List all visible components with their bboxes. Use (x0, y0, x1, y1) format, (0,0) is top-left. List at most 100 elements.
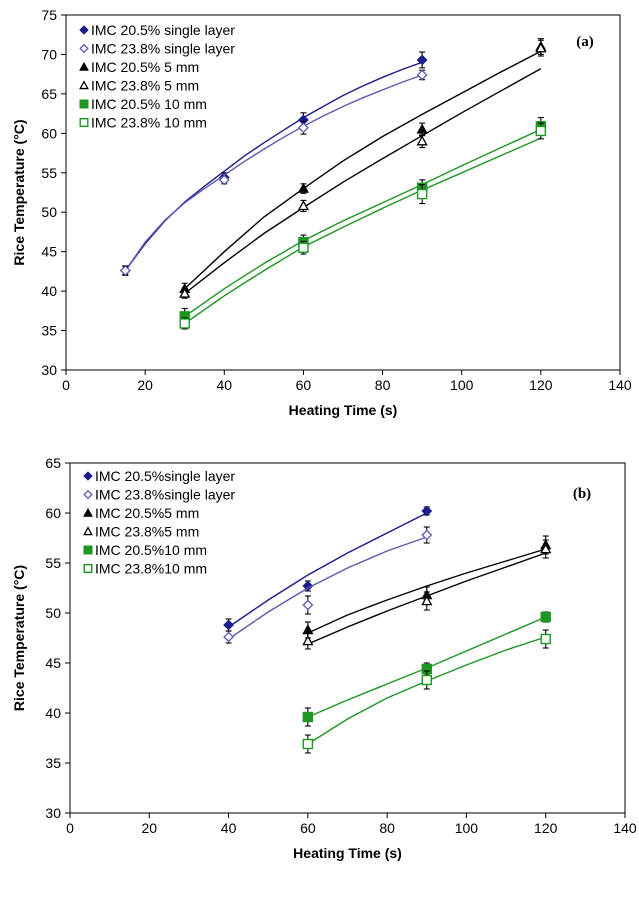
legend-marker (83, 564, 93, 574)
legend-marker (79, 117, 89, 127)
panel-label: (a) (576, 34, 594, 50)
series-line (228, 512, 428, 628)
data-point (179, 318, 190, 329)
legend-marker (79, 61, 89, 71)
data-point (302, 711, 314, 723)
series-line (184, 50, 542, 290)
x-tick-label: 20 (137, 377, 153, 393)
x-tick-label: 100 (450, 377, 474, 393)
legend-label: IMC 23.8% 10 mm (91, 115, 207, 131)
data-point (540, 543, 552, 554)
series-4 (179, 39, 547, 299)
y-tick-label: 50 (41, 204, 57, 220)
series-line (124, 61, 423, 272)
legend-marker (83, 526, 93, 536)
x-tick-label: 60 (300, 820, 316, 836)
y-tick-label: 55 (45, 555, 61, 571)
y-tick-label: 65 (45, 455, 61, 471)
plot-area (65, 14, 621, 371)
series-2 (119, 69, 428, 277)
series-line (184, 67, 542, 295)
data-point (416, 188, 428, 200)
y-tick-label: 30 (45, 805, 61, 821)
legend-label: IMC 23.8%10 mm (95, 561, 207, 577)
data-point (421, 505, 433, 517)
series-line (307, 636, 546, 745)
legend-label: IMC 20.5% single layer (91, 22, 235, 38)
series-4 (302, 539, 552, 650)
legend-marker (79, 43, 89, 54)
y-axis-title: Rice Temperature (°C) (11, 119, 27, 265)
data-point (535, 125, 547, 137)
y-tick-label: 40 (45, 705, 61, 721)
data-point (223, 619, 234, 631)
legend-label: IMC 20.5%single layer (95, 468, 235, 484)
plot-area (69, 462, 626, 814)
legend-label: IMC 23.8%5 mm (95, 524, 199, 540)
data-point (421, 674, 432, 686)
data-point (535, 42, 547, 53)
data-point (223, 631, 234, 643)
x-tick-label: 100 (455, 820, 479, 836)
legend-marker (79, 25, 89, 35)
data-point (218, 174, 230, 186)
x-tick-label: 0 (66, 820, 74, 836)
series-3 (179, 38, 547, 295)
legend-marker (83, 489, 93, 500)
x-axis-title: Heating Time (s) (293, 845, 402, 861)
legend-marker (83, 545, 93, 555)
x-tick-label: 80 (375, 377, 391, 393)
y-tick-label: 55 (41, 165, 57, 181)
y-tick-label: 60 (41, 125, 57, 141)
series-6 (302, 629, 551, 754)
data-point (416, 123, 428, 134)
x-axis-title: Heating Time (s) (289, 402, 398, 418)
data-point (302, 635, 314, 646)
data-point (302, 599, 314, 611)
data-point (302, 624, 314, 635)
data-point (119, 265, 131, 277)
data-point (302, 580, 314, 592)
data-point (416, 54, 428, 66)
y-tick-label: 65 (41, 86, 57, 102)
x-tick-label: 140 (613, 820, 637, 836)
legend: IMC 20.5%single layer IMC 23.8%single lay… (83, 468, 235, 577)
chart-panel-b: 0 20 40 60 80 100 120 140 30 35 40 45 50 55 60 65 Heatin… (11, 455, 637, 861)
data-point (416, 69, 428, 81)
y-tick-label: 75 (41, 7, 57, 23)
legend: IMC 20.5% single layer IMC 23.8% single l… (79, 22, 235, 131)
y-tick-label: 35 (41, 323, 57, 339)
legend-marker (79, 99, 89, 109)
series-line (184, 137, 542, 325)
y-tick-label: 45 (45, 655, 61, 671)
legend-label: IMC 20.5% 5 mm (91, 59, 199, 75)
x-tick-label: 40 (216, 377, 232, 393)
panel-label: (b) (573, 486, 591, 502)
y-tick-label: 50 (45, 605, 61, 621)
y-tick-label: 60 (45, 505, 61, 521)
legend-label: IMC 20.5%10 mm (95, 542, 207, 558)
series-2 (223, 526, 433, 644)
chart-panel-a: 0 20 40 60 80 100 120 140 30 35 40 45 50 55 60 65 70 75 He… (11, 7, 632, 418)
series-6 (179, 122, 547, 330)
legend-label: IMC 20.5% 10 mm (91, 96, 207, 112)
y-tick-label: 35 (45, 755, 61, 771)
legend-label: IMC 23.8% single layer (91, 41, 235, 57)
series-5 (302, 611, 551, 727)
x-tick-label: 120 (529, 377, 553, 393)
data-point (421, 529, 433, 541)
series-1 (223, 505, 433, 632)
data-point (297, 182, 310, 193)
y-tick-label: 30 (41, 362, 57, 378)
data-point (179, 287, 191, 298)
x-tick-label: 40 (221, 820, 237, 836)
series-line (228, 536, 428, 640)
series-line (307, 548, 546, 634)
series-3 (302, 535, 552, 639)
y-tick-label: 45 (41, 244, 57, 260)
x-tick-label: 60 (296, 377, 312, 393)
legend-label: IMC 23.8%single layer (95, 487, 235, 503)
data-point (298, 242, 309, 253)
